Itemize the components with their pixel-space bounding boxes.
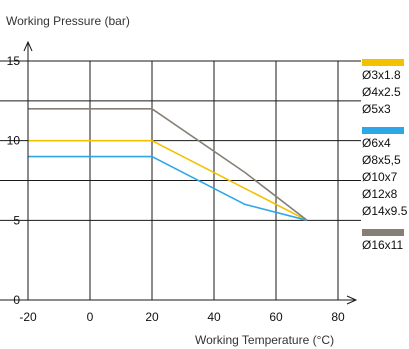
x-tick-label: 20 [145, 310, 159, 324]
x-tick-label: 0 [87, 310, 94, 324]
y-axis-arrow [23, 40, 33, 52]
legend-label: Ø16x11 [362, 238, 403, 252]
y-tick-label: 15 [7, 54, 21, 68]
series-line-1 [28, 139, 308, 222]
legend-swatch-2 [362, 127, 404, 134]
legend-swatch-3 [362, 229, 404, 236]
grid [0, 60, 361, 300]
x-tick-label: -20 [19, 310, 37, 324]
x-axis-title: Working Temperature (°C) [195, 333, 334, 347]
series-line-3 [28, 108, 308, 221]
legend: Ø3x1.8 Ø4x2.5 Ø5x3 Ø6x4 Ø8x5,5 Ø10x7 Ø12x8 Ø14x… [362, 59, 408, 252]
series-line-2 [28, 155, 308, 222]
legend-swatch-1 [362, 59, 404, 66]
legend-label: Ø14x9.5 [362, 204, 408, 218]
x-tick-label: 60 [269, 310, 283, 324]
y-tick-label: 10 [7, 134, 21, 148]
x-axis-arrow [346, 295, 358, 305]
y-axis-title: Working Pressure (bar) [6, 14, 130, 28]
axes [0, 40, 358, 305]
legend-label: Ø4x2.5 [362, 85, 401, 99]
x-tick-label: 80 [331, 310, 345, 324]
y-tick-label: 0 [13, 293, 20, 307]
y-tick-label: 5 [13, 213, 20, 227]
legend-label: Ø3x1.8 [362, 68, 401, 82]
legend-label: Ø8x5,5 [362, 153, 401, 167]
x-tick-label: 40 [207, 310, 221, 324]
series-lines [28, 108, 308, 222]
legend-label: Ø12x8 [362, 187, 398, 201]
legend-label: Ø10x7 [362, 170, 398, 184]
legend-label: Ø6x4 [362, 136, 391, 150]
tick-labels: -20 0 20 40 60 80 0 5 10 15 [7, 54, 345, 324]
legend-label: Ø5x3 [362, 102, 391, 116]
